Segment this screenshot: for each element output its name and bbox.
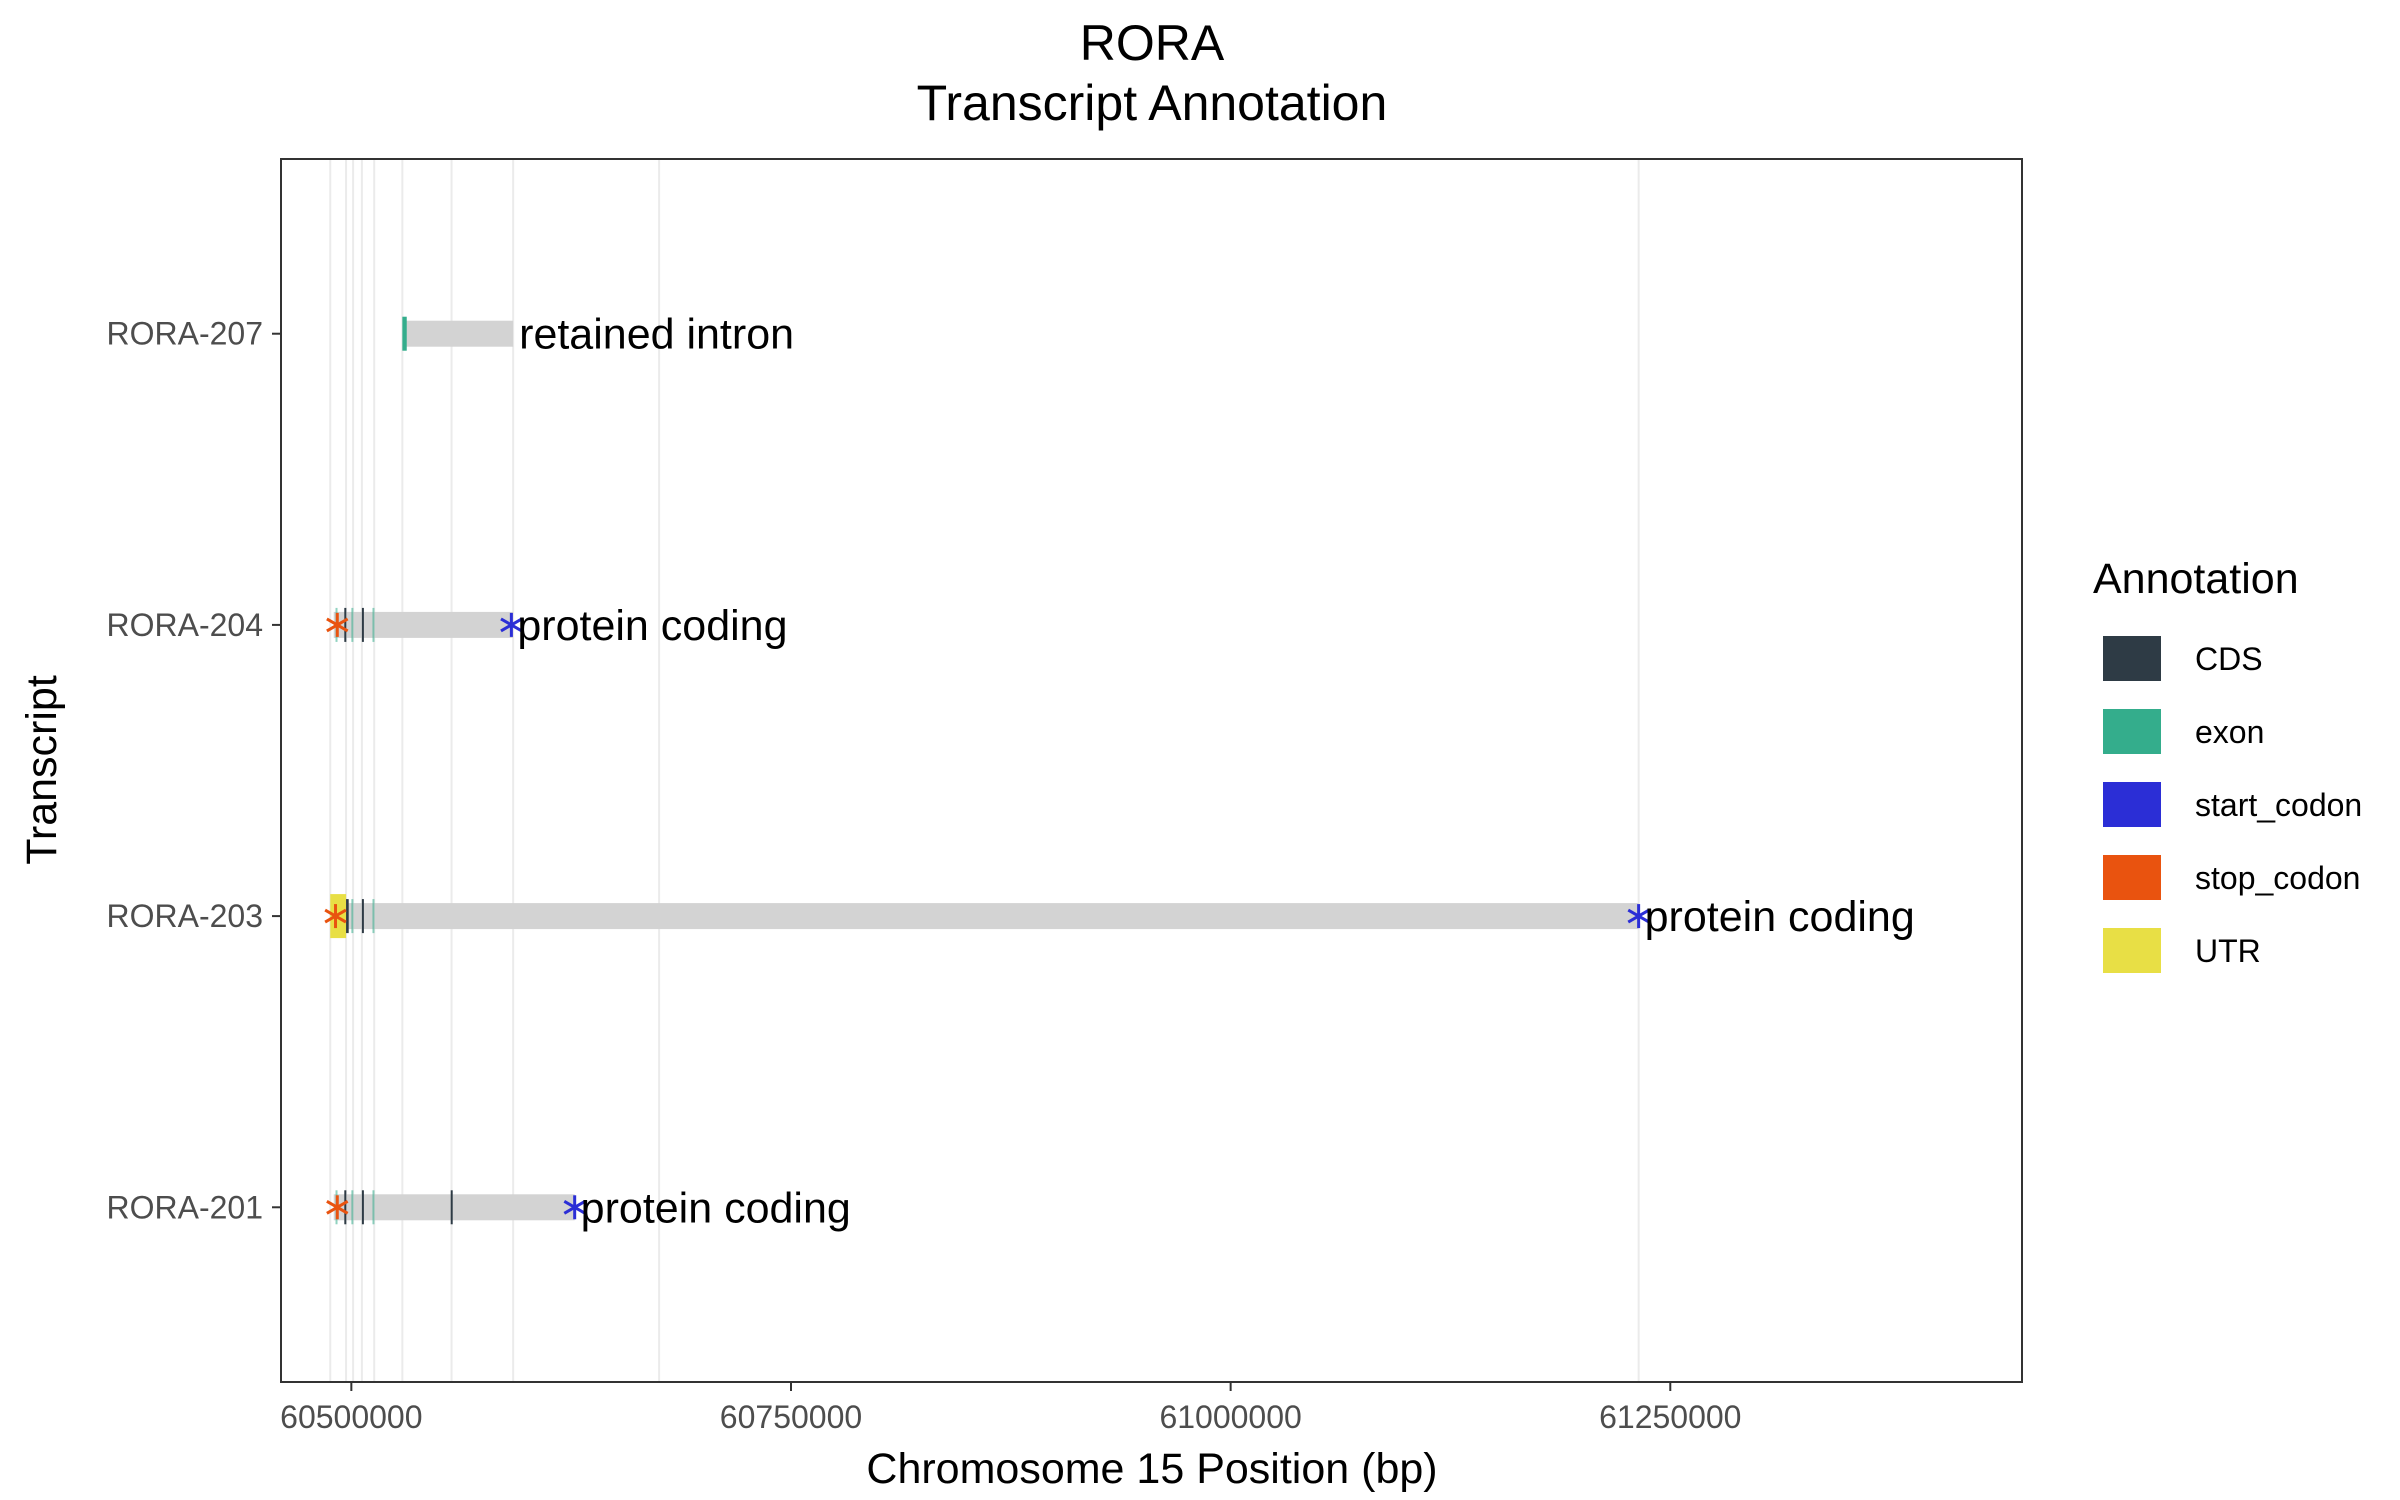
legend-key-cds bbox=[2103, 636, 2161, 681]
transcript-bar bbox=[404, 320, 514, 347]
exon-segment bbox=[372, 899, 375, 934]
start-codon-marker bbox=[1627, 904, 1650, 929]
chart-subtitle: Transcript Annotation bbox=[917, 75, 1388, 131]
stop-codon-marker bbox=[326, 1195, 349, 1220]
transcript-tracks: retained intron protein coding protein cod… bbox=[324, 311, 1915, 1232]
stop-codon-marker-stroke bbox=[324, 908, 347, 924]
exon-segment bbox=[372, 1190, 375, 1225]
x-tick-label: 60500000 bbox=[280, 1399, 422, 1435]
y-tick-label: RORA-204 bbox=[107, 607, 264, 643]
transcript-biotype-label: protein coding bbox=[581, 1184, 851, 1232]
y-tick-label: RORA-207 bbox=[107, 316, 264, 352]
x-axis: 60500000 60750000 61000000 61250000 bbox=[280, 1382, 1741, 1435]
y-tick-label: RORA-203 bbox=[107, 898, 264, 934]
chart-title: RORA bbox=[1080, 15, 1225, 71]
legend-key-exon bbox=[2103, 709, 2161, 754]
transcript-biotype-label: retained intron bbox=[519, 311, 794, 359]
legend-title: Annotation bbox=[2093, 555, 2299, 603]
transcript-bar bbox=[333, 611, 514, 638]
legend-label: stop_codon bbox=[2195, 860, 2360, 896]
legend-key-start_codon bbox=[2103, 782, 2161, 827]
exon-segment bbox=[351, 1190, 354, 1225]
grid-lines bbox=[329, 159, 1640, 1382]
cds-segment bbox=[361, 1190, 364, 1225]
legend-label: UTR bbox=[2195, 933, 2261, 969]
transcript-rora-201: protein coding bbox=[326, 1184, 851, 1232]
start-codon-marker bbox=[500, 612, 523, 637]
y-axis: RORA-201 RORA-203 RORA-204 RORA-207 bbox=[107, 316, 281, 1225]
transcript-biotype-label: protein coding bbox=[517, 602, 787, 650]
legend: Annotation CDS exon start_codon stop_codon U… bbox=[2093, 555, 2362, 973]
legend-key-stop_codon bbox=[2103, 855, 2161, 900]
stop-codon-marker bbox=[326, 612, 349, 637]
transcript-rora-204: protein coding bbox=[326, 602, 788, 650]
x-tick-label: 61000000 bbox=[1159, 1399, 1301, 1435]
cds-segment bbox=[344, 1190, 347, 1225]
cds-segment bbox=[361, 607, 364, 642]
exon-segment bbox=[402, 316, 407, 351]
transcript-bar bbox=[331, 903, 1639, 930]
cds-segment bbox=[450, 1190, 453, 1225]
cds-segment bbox=[361, 899, 364, 934]
panel-background bbox=[281, 159, 2022, 1382]
transcript-rora-207: retained intron bbox=[402, 311, 794, 359]
transcript-biotype-label: protein coding bbox=[1645, 893, 1915, 941]
x-tick-label: 60750000 bbox=[720, 1399, 862, 1435]
exon-segment bbox=[351, 607, 354, 642]
x-axis-title: Chromosome 15 Position (bp) bbox=[866, 1445, 1437, 1493]
start-codon-marker-stroke bbox=[500, 617, 523, 633]
stop-codon-marker-stroke bbox=[326, 1199, 349, 1215]
start-codon-marker-stroke bbox=[563, 1199, 586, 1215]
legend-label: CDS bbox=[2195, 641, 2263, 677]
stop-codon-marker bbox=[324, 904, 347, 929]
panel-border bbox=[280, 158, 2023, 1383]
legend-label: exon bbox=[2195, 714, 2264, 750]
cds-segment bbox=[344, 607, 347, 642]
exon-segment bbox=[351, 899, 354, 934]
x-tick-label: 61250000 bbox=[1599, 1399, 1741, 1435]
y-axis-title: Transcript bbox=[18, 675, 66, 865]
stop-codon-marker-stroke bbox=[326, 617, 349, 633]
cds-segment bbox=[346, 899, 349, 934]
plot-panel: retained intron protein coding protein cod… bbox=[280, 158, 2023, 1383]
start-codon-marker bbox=[563, 1195, 586, 1220]
transcript-bar bbox=[333, 1194, 575, 1221]
start-codon-marker-stroke bbox=[1627, 908, 1650, 924]
transcript-rora-203: protein coding bbox=[324, 893, 1915, 941]
exon-segment bbox=[372, 607, 375, 642]
legend-key-utr bbox=[2103, 928, 2161, 973]
y-tick-label: RORA-201 bbox=[107, 1189, 264, 1225]
legend-label: start_codon bbox=[2195, 787, 2362, 823]
